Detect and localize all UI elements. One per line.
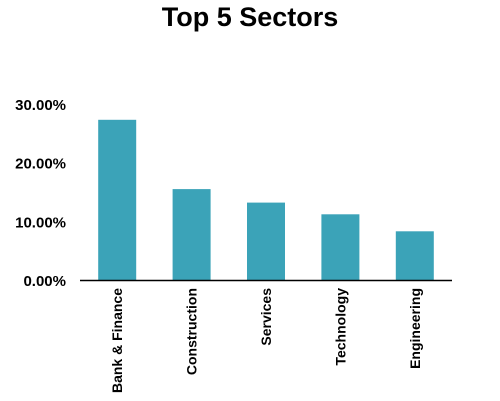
- y-tick-label: 0.00%: [23, 273, 66, 290]
- x-tick-label: Bank & Finance: [109, 288, 125, 393]
- bar: [98, 119, 137, 280]
- bar: [172, 189, 211, 280]
- y-tick-label: 10.00%: [15, 214, 66, 231]
- bar: [321, 214, 360, 280]
- bar: [247, 202, 285, 280]
- bar: [395, 231, 434, 280]
- x-tick-label: Engineering: [407, 288, 423, 369]
- y-tick-label: 30.00%: [15, 97, 66, 114]
- x-tick-label: Services: [258, 288, 274, 346]
- y-tick-label: 20.00%: [15, 156, 66, 173]
- x-tick-label: Technology: [332, 288, 348, 366]
- chart-title: Top 5 Sectors: [161, 2, 339, 32]
- x-tick-label: Construction: [184, 288, 200, 375]
